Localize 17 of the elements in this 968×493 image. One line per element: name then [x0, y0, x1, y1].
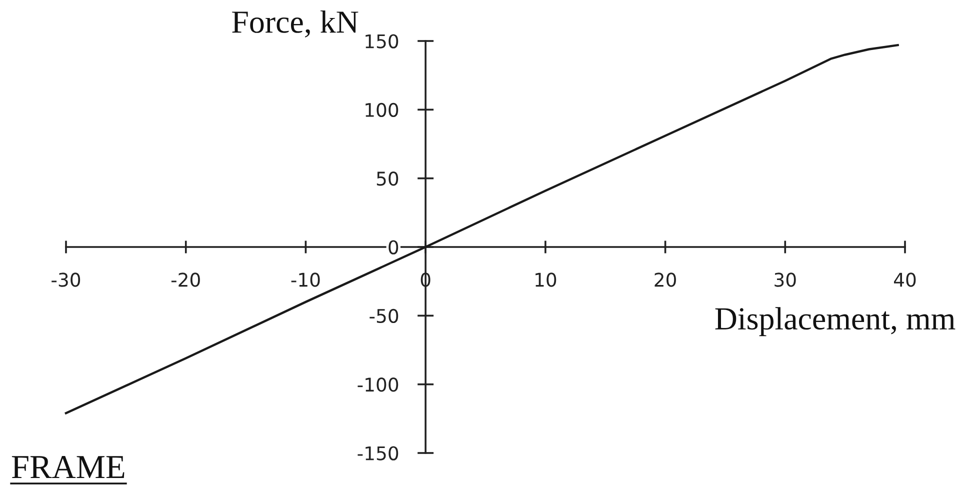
text: FRAME — [12, 456, 124, 478]
y-axis-title: Force, kN — [232, 10, 358, 38]
x-tick-label: -30 — [52, 272, 80, 287]
x-tick-label: -10 — [291, 272, 320, 287]
x-tick-label: 20 — [654, 272, 676, 287]
x-tick-label: 10 — [536, 272, 556, 287]
y-tick-label: -150 — [358, 446, 398, 460]
x-tick-label: 30 — [774, 272, 796, 287]
y-tick-label: -100 — [358, 378, 398, 392]
y-tick-label: 100 — [366, 102, 398, 118]
y-tick-label: 0 — [388, 240, 398, 254]
y-tick-label: 50 — [376, 172, 398, 186]
x-tick-label: -20 — [171, 272, 200, 287]
x-axis-title: Displacement, mm — [715, 307, 956, 336]
x-tick-label: 40 — [894, 272, 916, 287]
y-tick-label: -50 — [370, 308, 398, 324]
y-tick-label: 150 — [366, 34, 398, 48]
